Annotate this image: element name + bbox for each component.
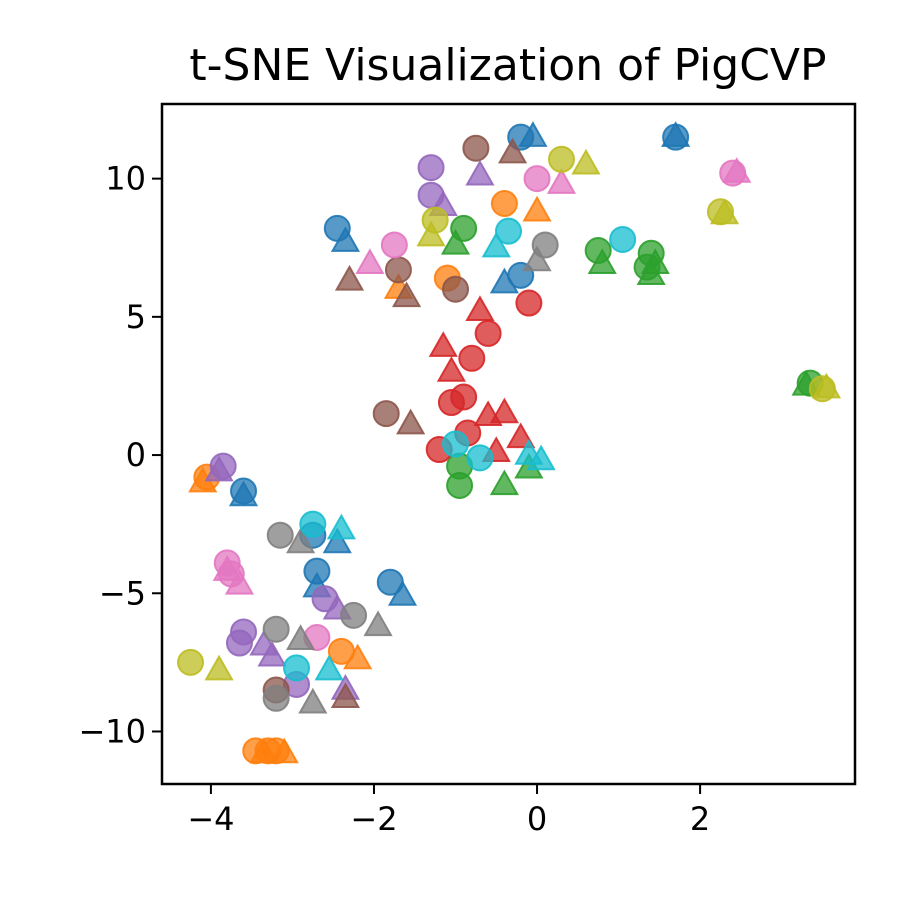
data-point-triangle: [497, 137, 528, 164]
data-point-circle: [266, 521, 294, 549]
data-point-circle: [442, 275, 470, 303]
data-point-circle: [523, 165, 551, 193]
data-point-triangle: [546, 168, 577, 194]
data-point-triangle: [489, 397, 520, 424]
data-point-triangle: [709, 198, 740, 225]
data-point-triangle: [587, 248, 617, 275]
data-point-triangle: [440, 228, 471, 255]
y-tick-label: −10: [78, 712, 146, 750]
plot-frame: [160, 102, 857, 786]
data-point-triangle: [571, 148, 601, 175]
data-point-circle: [450, 383, 478, 411]
data-point-triangle: [363, 610, 393, 637]
data-point-triangle: [330, 226, 361, 252]
x-tick-label: 2: [690, 800, 710, 838]
data-point-triangle: [465, 295, 495, 321]
data-point-circle: [384, 256, 412, 284]
chart-title: t-SNE Visualization of PigCVP: [189, 40, 826, 91]
data-point-triangle: [391, 281, 422, 308]
data-point-circle: [225, 629, 253, 657]
data-point-circle: [262, 684, 290, 712]
data-point-triangle: [298, 687, 328, 714]
data-point-circle: [177, 648, 205, 676]
data-point-triangle: [526, 444, 556, 471]
data-point-circle: [446, 471, 474, 499]
data-point-triangle: [286, 624, 316, 650]
data-point-triangle: [481, 231, 511, 258]
points-layer: [177, 121, 842, 765]
x-tick-label: −4: [187, 800, 234, 838]
data-point-circle: [340, 601, 368, 629]
data-point-triangle: [334, 264, 365, 291]
data-point-circle: [442, 430, 470, 458]
data-point-triangle: [322, 527, 352, 554]
data-point-circle: [372, 400, 400, 428]
x-tick-label: −2: [350, 800, 397, 838]
y-tick-label: 0: [126, 436, 146, 474]
data-point-circle: [417, 154, 445, 182]
data-point-triangle: [811, 372, 842, 399]
data-point-circle: [462, 134, 490, 162]
data-point-triangle: [343, 643, 373, 670]
data-point-triangle: [489, 469, 520, 496]
y-tick-label: 10: [105, 160, 146, 198]
data-point-triangle: [661, 121, 691, 147]
data-point-triangle: [387, 580, 418, 606]
data-point-circle: [495, 217, 522, 245]
data-point-circle: [458, 344, 486, 372]
data-point-triangle: [326, 513, 356, 540]
data-point-circle: [380, 231, 408, 259]
data-point-triangle: [286, 527, 316, 554]
data-point-triangle: [204, 654, 234, 681]
y-tick-label: 5: [126, 298, 146, 336]
ticks-layer: −4 −2 0 2 −10 −5 0 5 10: [78, 160, 710, 838]
data-point-triangle: [722, 157, 752, 183]
data-point-triangle: [522, 245, 552, 272]
data-point-triangle: [314, 654, 344, 681]
data-point-circle: [299, 510, 327, 538]
data-point-triangle: [204, 455, 234, 482]
data-point-triangle: [436, 356, 467, 382]
data-point-triangle: [416, 220, 446, 247]
data-point-triangle: [465, 159, 495, 186]
data-point-triangle: [257, 640, 287, 667]
data-point-circle: [515, 289, 543, 317]
data-point-triangle: [640, 248, 670, 275]
data-point-circle: [609, 225, 637, 253]
data-point-circle: [283, 654, 311, 682]
data-point-triangle: [228, 480, 259, 507]
data-point-triangle: [224, 568, 255, 595]
data-point-triangle: [489, 267, 520, 294]
data-point-triangle: [518, 121, 548, 147]
data-point-triangle: [355, 248, 385, 275]
data-point-circle: [466, 444, 494, 472]
data-point-circle: [474, 319, 502, 347]
data-point-triangle: [506, 422, 536, 449]
data-point-circle: [262, 615, 290, 643]
y-tick-label: −5: [99, 574, 146, 612]
x-tick-label: 0: [527, 800, 547, 838]
data-point-triangle: [212, 555, 242, 581]
data-point-circle: [547, 145, 575, 173]
data-point-circle: [254, 737, 282, 765]
data-point-triangle: [330, 682, 361, 708]
data-point-triangle: [522, 195, 552, 222]
data-point-triangle: [396, 408, 426, 435]
data-point-triangle: [428, 331, 458, 357]
data-point-circle: [490, 190, 518, 218]
